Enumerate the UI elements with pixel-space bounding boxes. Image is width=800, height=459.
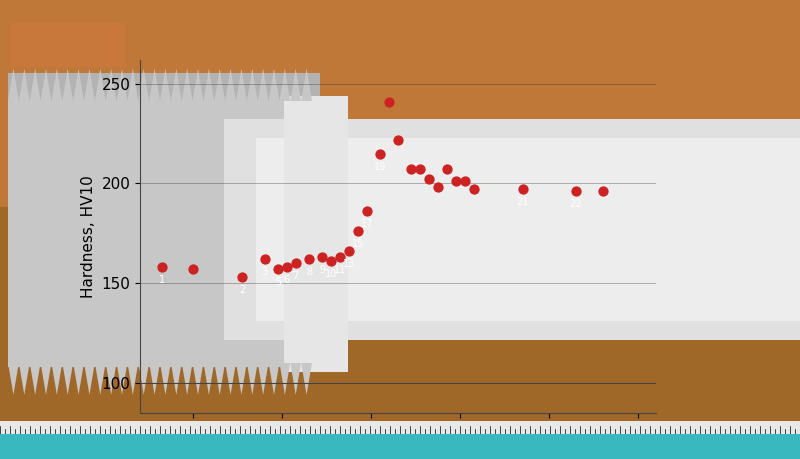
Text: 8: 8 xyxy=(306,267,312,277)
Y-axis label: Hardness, HV10: Hardness, HV10 xyxy=(81,175,96,298)
Point xyxy=(280,263,293,271)
Point xyxy=(271,266,284,273)
Point xyxy=(316,254,329,261)
Point xyxy=(516,186,529,193)
Point xyxy=(441,166,454,173)
Text: 17: 17 xyxy=(361,219,373,230)
Text: 5: 5 xyxy=(274,277,281,287)
Point xyxy=(422,176,435,183)
Text: 3: 3 xyxy=(262,267,268,277)
Point xyxy=(405,166,418,173)
Text: 1: 1 xyxy=(159,275,166,285)
Point xyxy=(458,178,471,185)
Point xyxy=(258,256,271,263)
Point xyxy=(392,136,404,143)
Text: 19: 19 xyxy=(374,162,386,172)
Point xyxy=(342,248,355,255)
Point xyxy=(361,208,374,215)
Text: 11: 11 xyxy=(334,265,346,275)
Point xyxy=(374,150,386,157)
Point xyxy=(236,274,249,281)
Point xyxy=(290,260,302,267)
Text: 21: 21 xyxy=(516,197,529,207)
Point xyxy=(302,256,315,263)
Point xyxy=(187,266,200,273)
Text: 2: 2 xyxy=(239,285,246,295)
Point xyxy=(414,166,426,173)
Point xyxy=(570,188,582,195)
Text: 7: 7 xyxy=(293,271,299,281)
Text: 10: 10 xyxy=(325,269,338,280)
Point xyxy=(382,98,395,105)
Polygon shape xyxy=(8,69,318,101)
Text: 6: 6 xyxy=(284,275,290,285)
Point xyxy=(325,257,338,265)
Point xyxy=(467,186,480,193)
Point xyxy=(351,228,364,235)
Text: 15: 15 xyxy=(352,240,364,249)
Point xyxy=(156,263,169,271)
Point xyxy=(432,184,445,191)
Point xyxy=(334,254,346,261)
Point xyxy=(596,188,609,195)
Text: 13: 13 xyxy=(343,259,355,269)
Text: 22: 22 xyxy=(570,200,582,209)
Text: 9: 9 xyxy=(319,265,326,275)
Polygon shape xyxy=(8,363,312,395)
Point xyxy=(450,178,462,185)
